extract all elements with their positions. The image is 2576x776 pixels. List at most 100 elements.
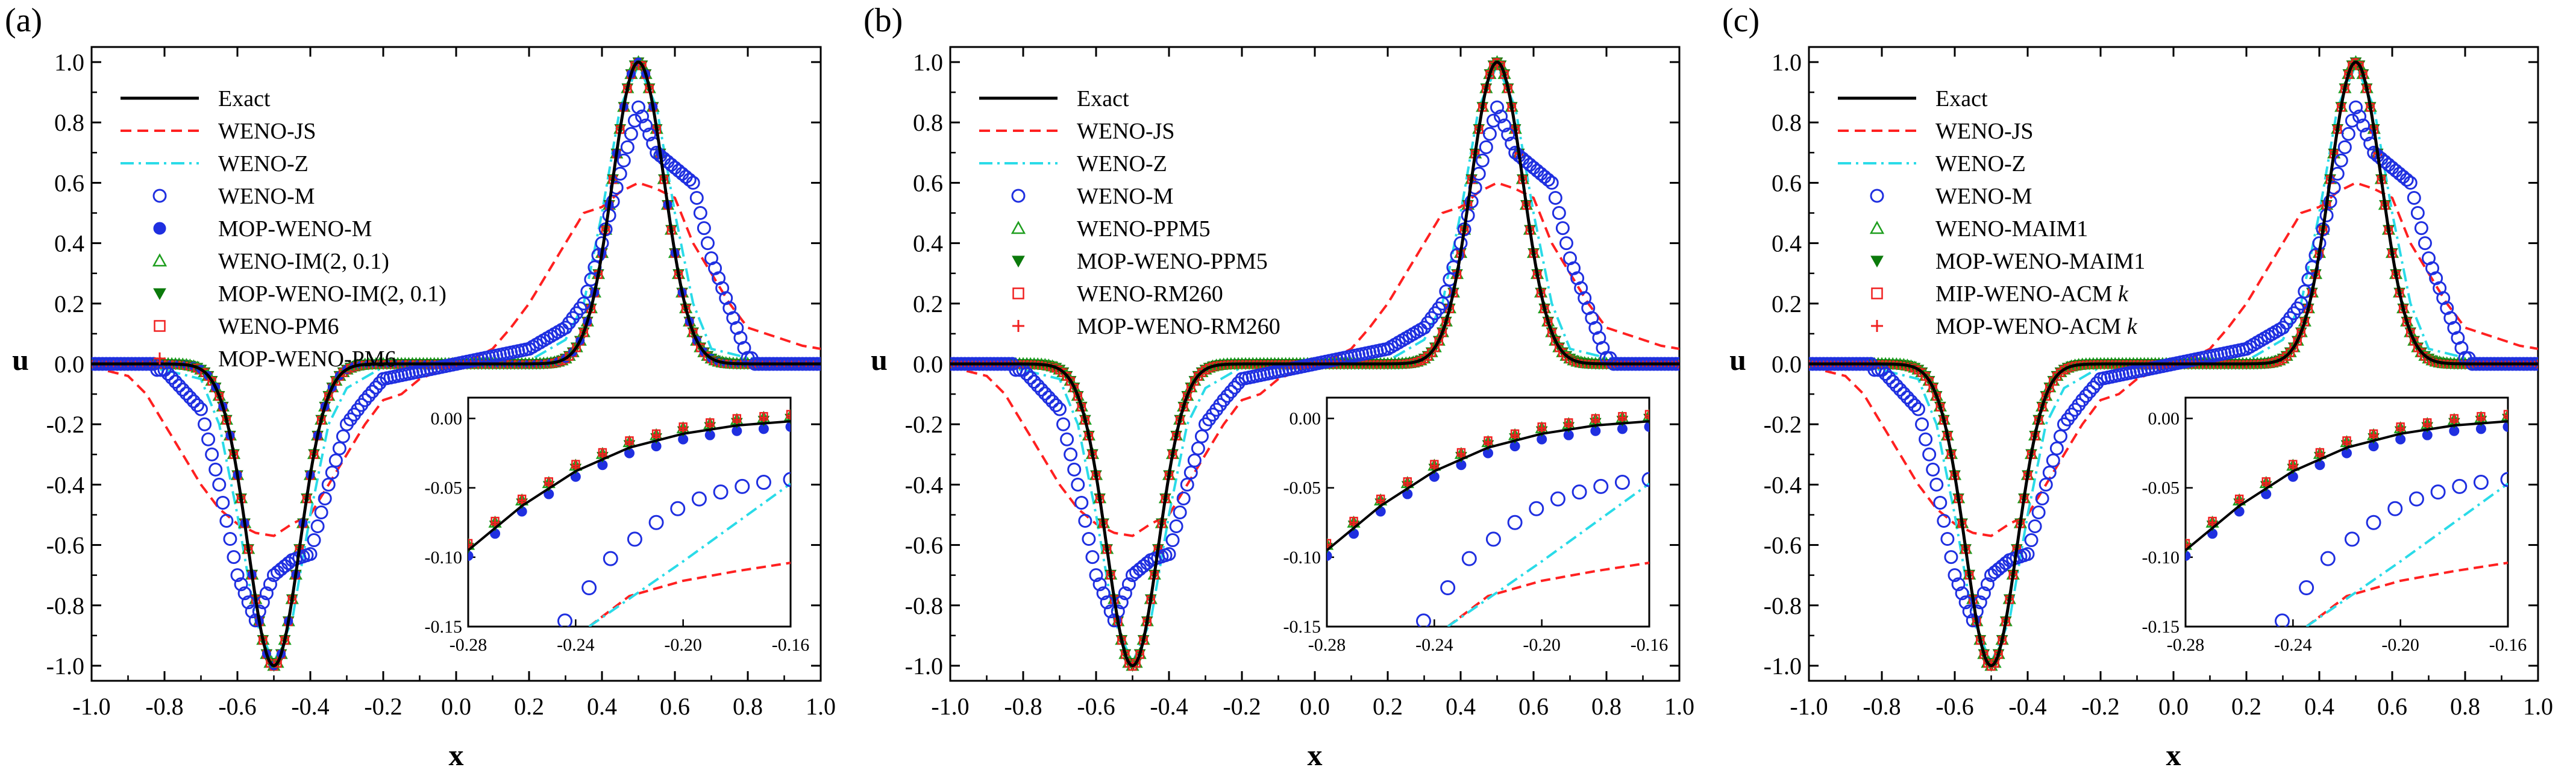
weno-m-marker <box>616 153 631 167</box>
x-axis-label: x <box>449 738 464 772</box>
legend-marker-8 <box>1012 320 1024 332</box>
legend-marker-4 <box>1011 189 1026 203</box>
y-tick-label: -0.2 <box>1764 411 1802 438</box>
weno-m-marker <box>1919 432 1933 446</box>
weno-m-marker <box>2352 109 2367 124</box>
weno-m-marker <box>1907 398 1922 413</box>
exact-line <box>950 60 1679 668</box>
legend-label-4: WENO-M <box>218 184 315 209</box>
inset-plus <box>706 419 715 428</box>
x-tick-label: 0.4 <box>1446 693 1476 720</box>
inset-mop-marker <box>785 421 791 432</box>
inset-x-tick-label: -0.16 <box>2489 635 2527 655</box>
weno-m-marker <box>281 556 296 571</box>
weno-m-marker <box>318 491 332 505</box>
weno-m-marker <box>1889 378 1904 393</box>
x-tick-label: 1.0 <box>806 693 836 720</box>
weno-m-marker <box>1140 556 1155 571</box>
weno-m-marker <box>198 417 212 431</box>
weno-m-marker <box>1041 390 1056 405</box>
inset-weno-m-marker <box>2299 580 2314 596</box>
legend: Exact WENO-JS WENO-Z WENO-M WENO-MAIM1 MOP-WE… <box>1838 86 2145 339</box>
weno-m-marker <box>2403 175 2418 190</box>
legend-label-6: MOP-WENO-PPM5 <box>1077 249 1268 274</box>
weno-m-marker <box>2031 505 2046 519</box>
inset-weno-m-marker <box>557 613 572 627</box>
inset-plus <box>1645 411 1649 420</box>
inset-weno-m-marker <box>2366 515 2381 530</box>
weno-m-marker <box>194 402 208 416</box>
weno-m-marker <box>2334 153 2348 167</box>
legend-label-3: WENO-Z <box>1935 151 2026 177</box>
plot-area <box>1809 55 2538 672</box>
inset-weno-m-marker <box>1641 472 1649 487</box>
y-tick-label: 0.0 <box>54 351 84 378</box>
inset-mop-marker <box>2186 551 2191 562</box>
y-tick-label: 0.0 <box>913 351 943 378</box>
y-tick-label: -0.2 <box>905 411 943 438</box>
y-tick-label: 0.8 <box>54 109 84 136</box>
inset-weno-m-marker <box>691 491 707 507</box>
weno-m-marker <box>591 248 606 263</box>
weno-m-marker <box>1494 109 1508 124</box>
inset-y-tick-label: -0.15 <box>1283 617 1321 637</box>
legend-label-3: WENO-Z <box>218 151 309 177</box>
y-tick-label: 0.2 <box>54 290 84 318</box>
weno-m-marker <box>179 386 193 401</box>
inset-weno-m-marker <box>1507 515 1523 530</box>
weno-m-marker <box>172 378 186 393</box>
weno-m-marker <box>1958 595 1973 610</box>
y-tick-label: 0.4 <box>1772 230 1802 257</box>
weno-m-marker <box>631 100 645 114</box>
y-tick-label: 0.6 <box>913 169 943 196</box>
inset-x-tick-label: -0.24 <box>557 635 595 655</box>
x-tick-label: 1.0 <box>1664 693 1694 720</box>
x-tick-label: -0.2 <box>2081 693 2119 720</box>
weno-m-marker <box>2349 100 2363 114</box>
weno-m-marker <box>1187 453 1202 468</box>
inset-weno-m-marker <box>670 501 686 516</box>
inset-weno-m-marker <box>581 580 597 596</box>
y-tick-label: 0.8 <box>1772 109 1802 136</box>
weno-m-marker <box>1092 577 1107 592</box>
weno-m-marker <box>2046 453 2060 468</box>
y-tick-label: -0.6 <box>46 532 84 559</box>
legend-marker-6 <box>1012 255 1025 268</box>
y-tick-label: -1.0 <box>46 652 84 680</box>
inset-weno-m-marker <box>1572 484 1587 500</box>
weno-m-marker <box>1904 394 1918 408</box>
legend-marker-7 <box>153 288 166 301</box>
legend-label-7: MOP-WENO-IM(2, 0.1) <box>218 281 447 307</box>
inset-weno-m-marker <box>1485 531 1501 547</box>
inset-mop-marker <box>1644 421 1649 432</box>
x-tick-label: 0.2 <box>514 693 544 720</box>
inset-x-tick-label: -0.28 <box>450 635 487 655</box>
y-tick-label: -0.4 <box>1764 471 1802 498</box>
legend-label-5: WENO-PPM5 <box>1077 216 1211 242</box>
weno-m-marker <box>248 613 263 628</box>
weno-m-marker <box>1169 519 1183 534</box>
weno-m-marker <box>1085 550 1100 565</box>
legend-label-text: MIP-WENO-ACM <box>1935 281 2118 307</box>
weno-m-marker <box>1976 586 1991 601</box>
inset-x-tick-label: -0.28 <box>2167 635 2205 655</box>
legend-label-2: WENO-JS <box>218 119 316 144</box>
weno-m-marker <box>358 393 372 407</box>
weno-m-marker <box>365 384 380 399</box>
weno-m-marker <box>682 172 697 187</box>
x-tick-label: -1.0 <box>1790 693 1828 720</box>
inset-plus <box>1484 437 1493 446</box>
weno-m-marker <box>2410 206 2425 221</box>
weno-m-marker <box>1045 394 1059 408</box>
inset-weno-m-marker <box>1440 580 1456 596</box>
y-tick-label: -0.6 <box>1764 532 1802 559</box>
inset-plus <box>571 461 580 470</box>
legend-marker-4 <box>152 189 167 203</box>
x-tick-label: 1.0 <box>2523 693 2553 720</box>
x-tick-label: -0.6 <box>218 693 256 720</box>
inset-plus <box>1327 540 1331 549</box>
weno-m-marker <box>2414 221 2428 236</box>
weno-m-marker <box>2035 491 2049 505</box>
weno-m-marker <box>2079 389 2093 403</box>
weno-m-marker <box>2341 127 2355 141</box>
